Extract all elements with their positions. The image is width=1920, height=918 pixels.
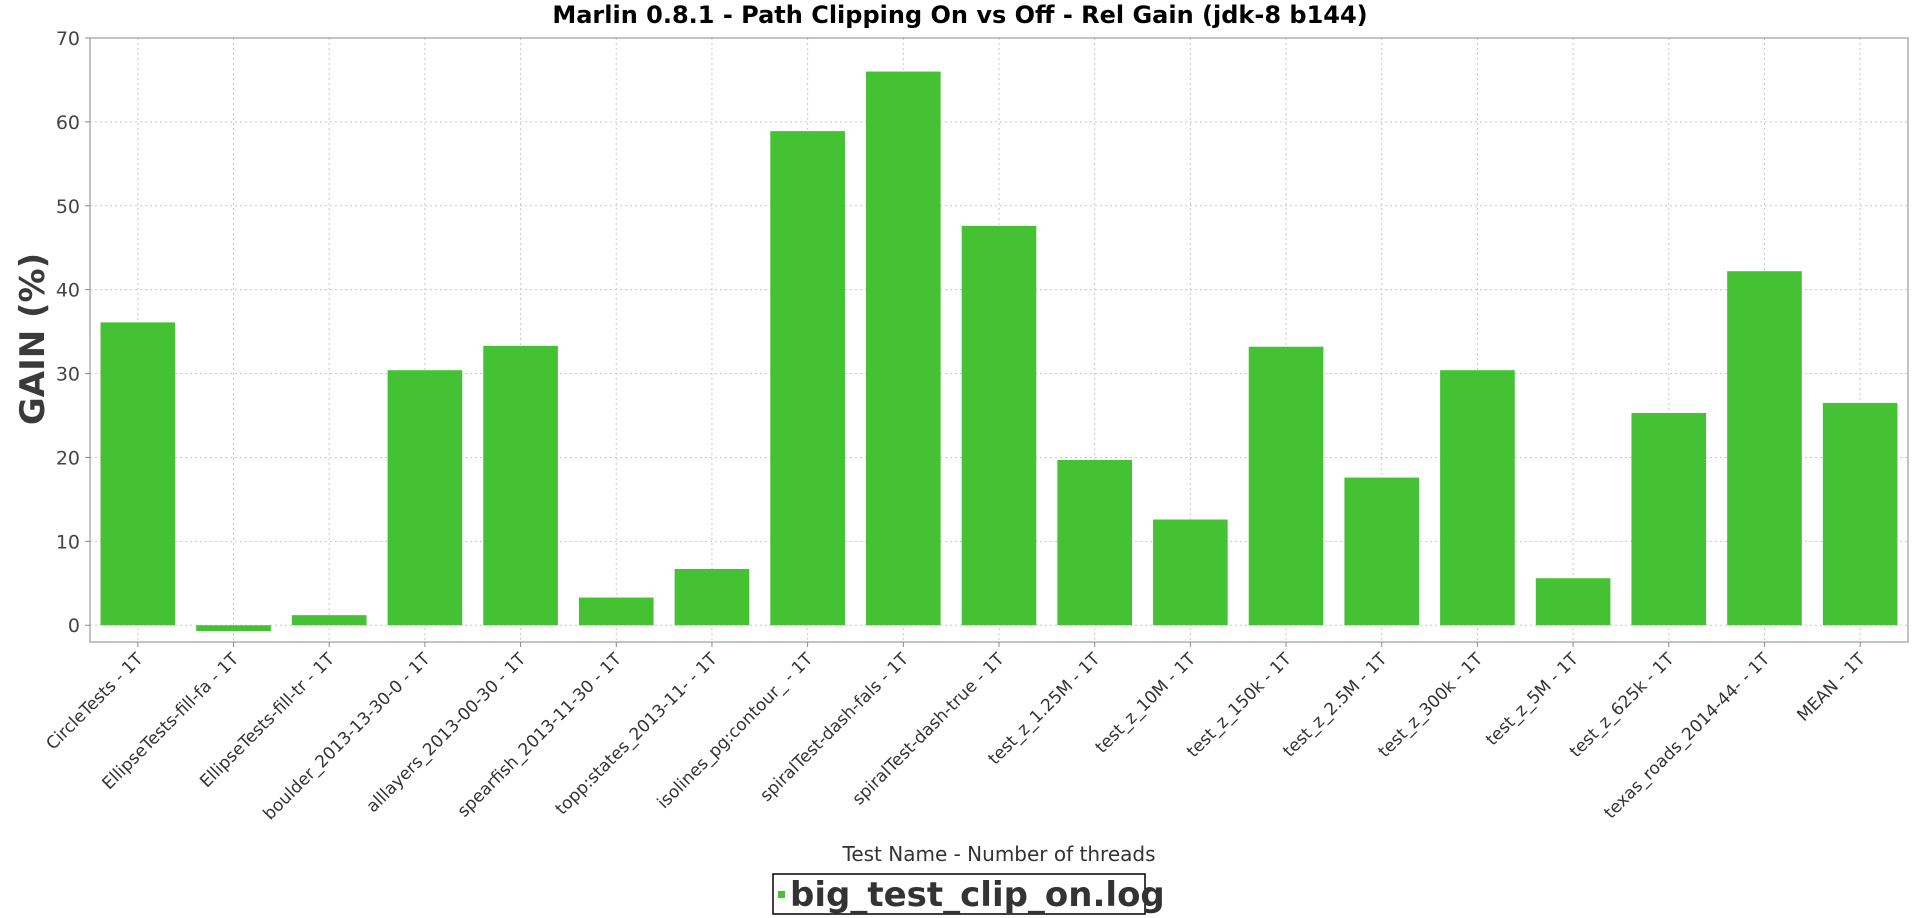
bar bbox=[1631, 412, 1707, 626]
bar bbox=[865, 71, 941, 626]
bar bbox=[1248, 346, 1324, 626]
x-tick-label: spiralTest-dash-true - 1T bbox=[849, 649, 1009, 809]
y-tick-label: 20 bbox=[56, 447, 80, 469]
bar bbox=[1153, 519, 1228, 626]
bar bbox=[578, 597, 654, 626]
bar bbox=[1057, 459, 1133, 626]
bar bbox=[291, 615, 367, 626]
x-axis-label: Test Name - Number of threads bbox=[842, 842, 1156, 866]
bar bbox=[1344, 477, 1420, 626]
x-tick-label: test_z_150k - 1T bbox=[1183, 649, 1296, 762]
y-tick-label: 10 bbox=[56, 531, 80, 553]
bars bbox=[100, 71, 1898, 632]
y-tick-label: 60 bbox=[56, 112, 80, 134]
y-tick-label: 70 bbox=[56, 28, 80, 50]
x-tick-label: test_z_2.5M - 1T bbox=[1279, 649, 1391, 761]
x-tick-label: texas_roads_2014-44- - 1T bbox=[1600, 649, 1774, 823]
x-tick-label: MEAN - 1T bbox=[1793, 649, 1870, 726]
bar bbox=[674, 569, 750, 626]
x-tick-label: spearfish_2013-11-30 - 1T bbox=[454, 649, 626, 821]
chart-title: Marlin 0.8.1 - Path Clipping On vs Off -… bbox=[552, 1, 1367, 29]
bar bbox=[387, 370, 463, 626]
bar bbox=[483, 345, 558, 626]
bar bbox=[1727, 271, 1802, 626]
x-tick-label: alllayers_2013-00-30 - 1T bbox=[363, 649, 531, 817]
x-tick-label: isolines_pg:contour_ - 1T bbox=[654, 649, 818, 813]
y-tick-label: 0 bbox=[68, 615, 80, 637]
y-axis-ticks: 0 10 20 30 40 50 60 70 bbox=[56, 28, 90, 637]
x-tick-label: topp:states_2013-11- - 1T bbox=[552, 649, 722, 819]
y-tick-label: 40 bbox=[56, 280, 80, 302]
x-tick-label: boulder_2013-13-30-0 - 1T bbox=[260, 649, 435, 824]
legend-swatch bbox=[778, 891, 785, 898]
bar bbox=[1535, 578, 1611, 626]
y-tick-label: 30 bbox=[56, 364, 80, 386]
bar bbox=[1822, 402, 1898, 626]
y-tick-label: 50 bbox=[56, 196, 80, 218]
legend-box bbox=[772, 873, 1146, 915]
x-tick-label: CircleTests - 1T bbox=[43, 649, 148, 754]
y-axis-label: GAIN (%) bbox=[13, 253, 53, 425]
bar bbox=[961, 225, 1037, 626]
legend-label: big_test_clip_on.log bbox=[790, 875, 1165, 915]
bar bbox=[100, 322, 176, 626]
x-tick-label: test_z_5M - 1T bbox=[1482, 649, 1583, 750]
x-tick-label: test_z_625k - 1T bbox=[1566, 649, 1679, 762]
bar bbox=[770, 131, 845, 626]
x-tick-label: test_z_10M - 1T bbox=[1092, 649, 1201, 758]
x-tick-label: test_z_300k - 1T bbox=[1375, 649, 1488, 762]
bar bbox=[196, 625, 271, 632]
legend: big_test_clip_on.log bbox=[772, 873, 1165, 915]
bar bbox=[1440, 370, 1515, 626]
